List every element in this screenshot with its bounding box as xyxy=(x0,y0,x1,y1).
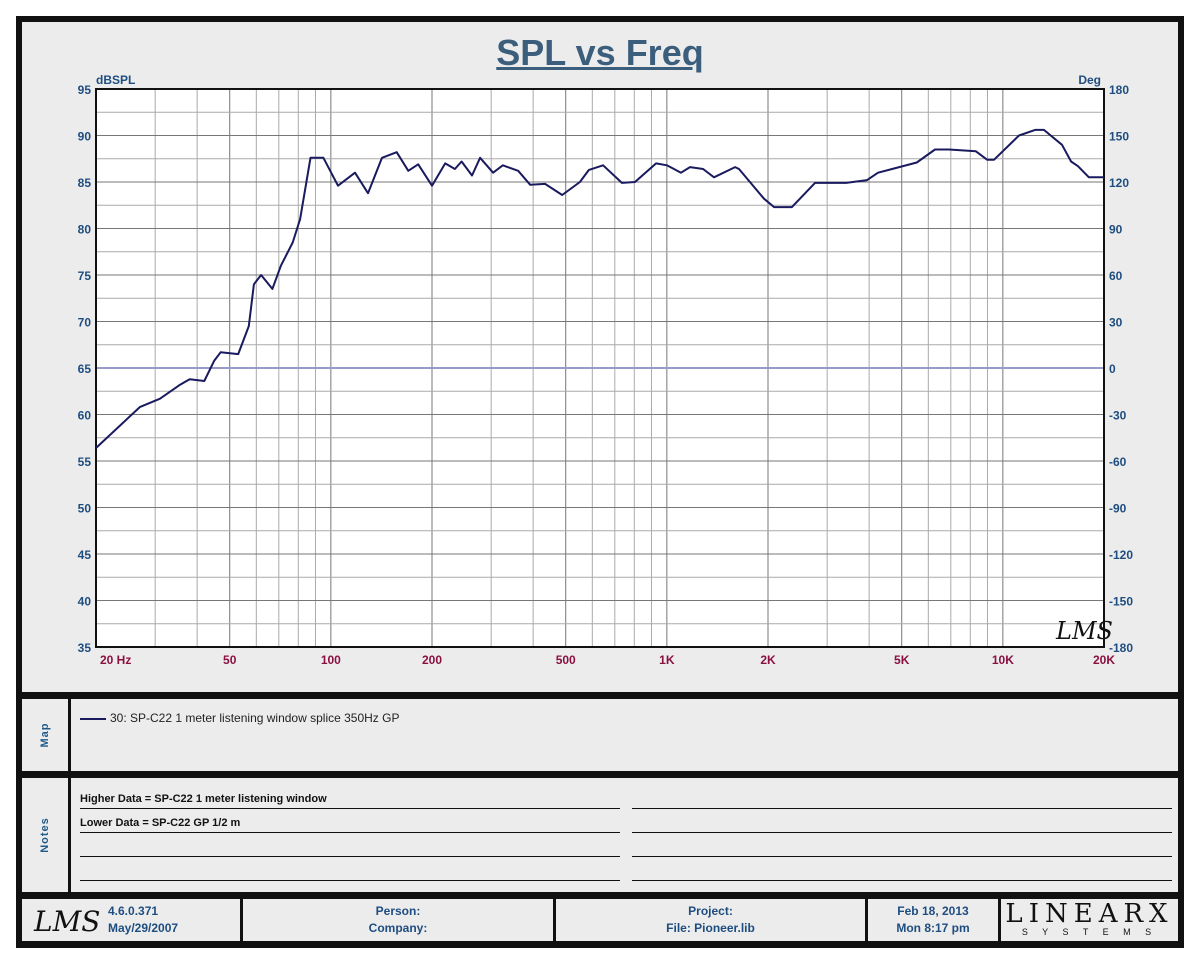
y2-tick-label: 120 xyxy=(1109,176,1129,190)
x-tick-label: 500 xyxy=(556,653,576,667)
note-line-4 xyxy=(80,865,620,881)
footer-date-cell: Feb 18, 2013 Mon 8:17 pm xyxy=(868,899,998,941)
y2-axis-label: Deg xyxy=(1078,73,1101,87)
project: Project: xyxy=(688,904,733,918)
footer-project-cell: Project: File: Pioneer.lib xyxy=(556,899,865,941)
y2-tick-label: 150 xyxy=(1109,130,1129,144)
footer-version-cell: LMS 4.6.0.371 May/29/2007 xyxy=(22,899,240,941)
note-line-1: Higher Data = SP-C22 1 meter listening w… xyxy=(80,793,620,809)
x-tick-label: 100 xyxy=(321,653,341,667)
y-axis-label: dBSPL xyxy=(96,73,135,87)
x-tick-label: 200 xyxy=(422,653,442,667)
y-tick-label: 50 xyxy=(78,502,92,516)
plot-border xyxy=(95,88,1105,648)
y-tick-label: 85 xyxy=(78,176,92,190)
y2-tick-label: 30 xyxy=(1109,316,1123,330)
y2-tick-label: -30 xyxy=(1109,409,1127,423)
notes-label: Notes xyxy=(39,817,51,853)
y-tick-label: 60 xyxy=(78,409,92,423)
y-tick-label: 35 xyxy=(78,641,92,655)
note-line-6 xyxy=(632,817,1172,833)
notes-panel: Notes Higher Data = SP-C22 1 meter liste… xyxy=(22,778,1178,892)
footer: LMS 4.6.0.371 May/29/2007 Person: Compan… xyxy=(22,899,1178,941)
company: Company: xyxy=(368,921,428,935)
y-tick-label: 75 xyxy=(78,269,92,283)
y-tick-label: 65 xyxy=(78,362,92,376)
x-tick-label: 10K xyxy=(992,653,1014,667)
legend-text: 30: SP-C22 1 meter listening window spli… xyxy=(110,711,400,725)
note-line-2: Lower Data = SP-C22 GP 1/2 m xyxy=(80,817,620,833)
y2-tick-label: -120 xyxy=(1109,548,1133,562)
y2-tick-label: -180 xyxy=(1109,641,1133,655)
x-tick-label: 50 xyxy=(223,653,237,667)
y2-tick-label: 60 xyxy=(1109,269,1123,283)
y-tick-label: 95 xyxy=(78,83,92,97)
lms-logo: LMS xyxy=(34,905,101,938)
build-date: May/29/2007 xyxy=(108,921,179,935)
x-tick-label: 1K xyxy=(659,653,675,667)
date: Feb 18, 2013 xyxy=(897,904,969,918)
y2-tick-label: -90 xyxy=(1109,502,1127,516)
x-tick-label: 20 Hz xyxy=(100,653,131,667)
linearx-logo: LINEARX S Y S T E M S xyxy=(1001,899,1178,941)
y-tick-label: 80 xyxy=(78,223,92,237)
note-line-5 xyxy=(632,793,1172,809)
y-tick-label: 55 xyxy=(78,455,92,469)
file-name: File: Pioneer.lib xyxy=(666,921,755,935)
y-tick-label: 70 xyxy=(78,316,92,330)
y-tick-label: 40 xyxy=(78,595,92,609)
y2-tick-label: 0 xyxy=(1109,362,1116,376)
x-tick-label: 20K xyxy=(1093,653,1115,667)
map-panel: Map 30: SP-C22 1 meter listening window … xyxy=(22,699,1178,771)
report-frame: SPL vs Freq 95 90 85 80 75 70 65 60 55 50 45 40 35 18… xyxy=(16,16,1184,948)
y2-tick-label: -150 xyxy=(1109,595,1133,609)
footer-person-cell: Person: Company: xyxy=(243,899,553,941)
chart-panel: SPL vs Freq 95 90 85 80 75 70 65 60 55 50 45 40 35 18… xyxy=(22,22,1178,692)
y2-tick-label: 90 xyxy=(1109,223,1123,237)
person: Person: xyxy=(375,904,421,918)
y-tick-label: 90 xyxy=(78,130,92,144)
y2-tick-label: 180 xyxy=(1109,83,1129,97)
spl-series-line xyxy=(95,128,1104,449)
y-tick-label: 45 xyxy=(78,548,92,562)
note-line-8 xyxy=(632,865,1172,881)
x-tick-label: 2K xyxy=(760,653,776,667)
legend-entry: 30: SP-C22 1 meter listening window spli… xyxy=(80,711,399,725)
map-label: Map xyxy=(39,722,51,748)
note-line-3 xyxy=(80,841,620,857)
spl-chart: 95 90 85 80 75 70 65 60 55 50 45 40 35 180 150 120 90 60 3… xyxy=(78,73,1134,667)
lms-watermark: LMS xyxy=(1055,617,1113,645)
chart-title: SPL vs Freq xyxy=(496,32,704,73)
time: Mon 8:17 pm xyxy=(896,921,970,935)
note-line-7 xyxy=(632,841,1172,857)
legend-line-swatch xyxy=(80,717,106,720)
version: 4.6.0.371 xyxy=(108,904,159,918)
x-tick-label: 5K xyxy=(894,653,910,667)
y2-tick-label: -60 xyxy=(1109,455,1127,469)
